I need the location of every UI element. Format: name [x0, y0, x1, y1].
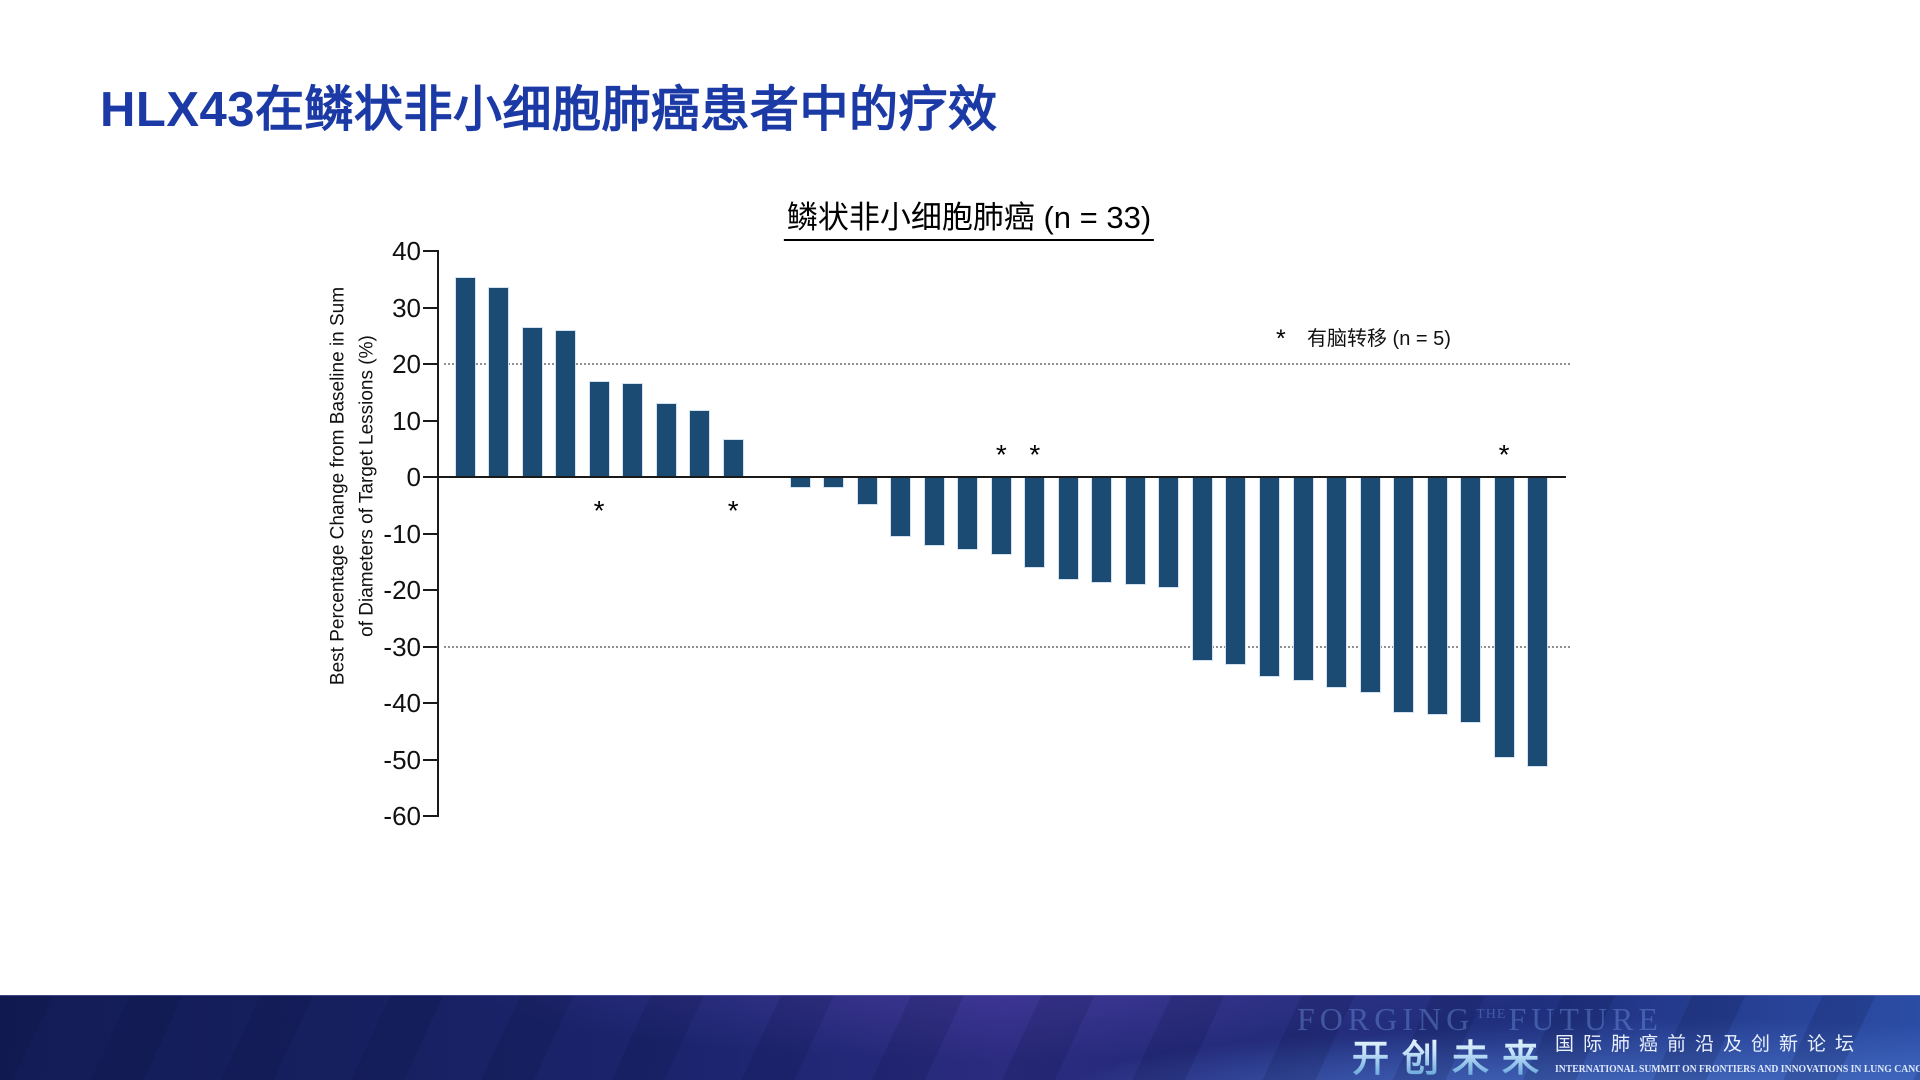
bar	[890, 477, 912, 537]
bar	[689, 409, 711, 477]
bar	[789, 477, 811, 488]
chart-title: 鳞状非小细胞肺癌 (n = 33)	[783, 199, 1155, 242]
slide-title: HLX43在鳞状非小细胞肺癌患者中的疗效	[100, 83, 998, 137]
bar	[1091, 477, 1113, 584]
bar	[655, 402, 677, 477]
bar	[823, 477, 845, 488]
y-tick-mark	[423, 476, 437, 478]
bar	[521, 327, 543, 477]
brain-metastasis-marker: *	[1029, 439, 1041, 470]
y-tick-mark	[423, 702, 437, 704]
reference-line-20	[444, 363, 1570, 365]
y-tick-label: 0	[406, 462, 421, 492]
bar	[1292, 477, 1314, 681]
watermark-word-forging: FORGING	[1297, 1001, 1475, 1037]
bar	[1124, 477, 1146, 585]
zero-baseline	[437, 476, 1566, 478]
y-tick-mark	[423, 306, 437, 309]
y-tick-mark	[423, 250, 437, 252]
bar	[923, 477, 945, 546]
bar	[1493, 477, 1515, 758]
y-tick-label: 40	[392, 236, 421, 266]
y-tick-label: -20	[383, 575, 421, 605]
y-tick-mark	[423, 589, 437, 591]
bar	[1225, 477, 1247, 666]
bar	[1460, 477, 1482, 723]
footer-summit-title-chinese: 国际肺癌前沿及创新论坛	[1555, 1034, 1864, 1055]
y-tick-mark	[423, 815, 437, 817]
footer-summit-title-english: INTERNATIONAL SUMMIT ON FRONTIERS AND IN…	[1555, 1062, 1920, 1075]
y-axis-line	[437, 250, 439, 817]
y-tick-label: -60	[383, 801, 421, 831]
bar	[722, 439, 744, 477]
brain-metastasis-marker: *	[1498, 439, 1510, 470]
bar	[555, 330, 577, 477]
bar	[622, 383, 644, 477]
y-tick-label: -40	[383, 688, 421, 718]
bar	[1426, 477, 1448, 715]
legend-label: 有脑转移 (n = 5)	[1307, 328, 1451, 350]
reference-line--30	[444, 645, 1570, 648]
y-tick-label: -30	[383, 631, 421, 662]
y-tick-mark	[423, 419, 437, 422]
footer-banner: FORGING THEFUTURE 开创未来 国际肺癌前沿及创新论坛 INTERN…	[0, 995, 1920, 1080]
bar	[1258, 477, 1280, 677]
bar	[1191, 477, 1213, 662]
footer-brand-chinese: 开创未来	[1352, 1028, 1552, 1080]
bar	[1158, 477, 1180, 588]
y-tick-label: 30	[392, 292, 421, 323]
y-tick-mark	[423, 363, 437, 365]
y-tick-label: -50	[383, 744, 421, 775]
brain-metastasis-marker: *	[593, 495, 605, 526]
watermark-word-the: THE	[1476, 1007, 1507, 1022]
bar	[1527, 477, 1549, 767]
footer-summit-title: 国际肺癌前沿及创新论坛 INTERNATIONAL SUMMIT ON FRON…	[1555, 1034, 1920, 1075]
bar	[1057, 477, 1079, 580]
bar	[1024, 477, 1046, 568]
watermark-word-future: FUTURE	[1508, 1001, 1663, 1037]
footer-watermark: FORGING THEFUTURE	[1297, 1001, 1663, 1038]
y-tick-mark	[423, 645, 437, 648]
y-tick-mark	[423, 532, 437, 535]
bar	[454, 276, 476, 477]
bar	[488, 287, 510, 477]
legend-asterisk-marker: *	[1276, 325, 1286, 353]
y-tick-label: 20	[392, 349, 421, 379]
bar	[1393, 477, 1415, 714]
y-tick-label: -10	[383, 518, 421, 549]
bar	[856, 477, 878, 506]
bar	[1326, 477, 1348, 688]
bar	[1359, 477, 1381, 693]
y-tick-label: 10	[392, 405, 421, 436]
brain-metastasis-marker: *	[995, 439, 1007, 470]
brain-metastasis-marker: *	[727, 495, 739, 526]
bar	[957, 477, 979, 550]
y-tick-mark	[423, 758, 437, 761]
bar	[588, 380, 610, 477]
bar	[990, 477, 1012, 555]
